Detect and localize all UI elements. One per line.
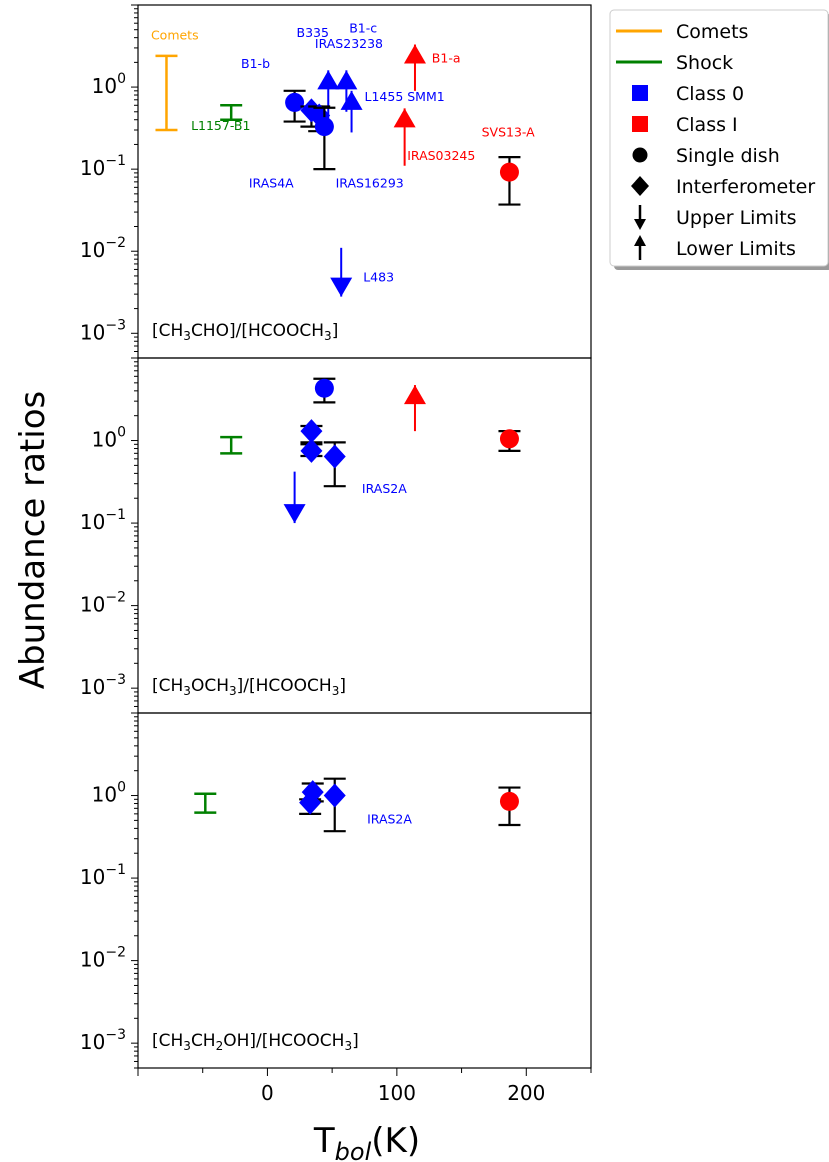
lower-limit-arrow [403, 44, 426, 91]
legend-label: Comets [676, 21, 748, 43]
y-tick-label: 10−3 [80, 317, 126, 344]
legend: Comets Shock Class 0 Class I Single dish Inte… [609, 9, 829, 270]
legend-entry: Comets [616, 21, 748, 43]
legend-label: Interferometer [676, 176, 815, 198]
source-label: IRAS16293 [336, 175, 404, 190]
single-dish-point [313, 377, 336, 404]
interferometer-point [323, 777, 346, 833]
y-tick-label: 100 [92, 780, 126, 807]
single-dish-point [498, 429, 521, 452]
y-tick-label: 10−1 [80, 153, 126, 180]
source-label: IRAS4A [249, 175, 294, 190]
source-label: IRAS2A [362, 481, 407, 496]
source-label: B1-b [241, 56, 270, 71]
y-tick-label: 100 [92, 425, 126, 452]
y-tick-label: 10−1 [80, 862, 126, 889]
panel-title: [CH3CH2OH]/[HCOOCH3] [152, 1031, 359, 1053]
y-axis-label: Abundance ratios [13, 391, 53, 689]
source-label: IRAS23238 [315, 36, 383, 51]
panel-frame [137, 712, 592, 1069]
legend-label: Class I [676, 114, 738, 136]
x-axis-label-main: T [313, 1121, 335, 1161]
legend-label: Shock [676, 52, 733, 74]
source-label: IRAS2A [367, 811, 412, 826]
interferometer-point [323, 441, 346, 488]
panel-2: 10−3 10−2 10−1 100 [CH3OCH3]/[HCOOCH3] IRAS2A [80, 357, 592, 714]
source-label: B1-c [349, 21, 377, 36]
source-label: IRAS03245 [407, 148, 475, 163]
y-tick-label: 10−2 [80, 945, 126, 972]
x-axis-label-unit: (K) [371, 1121, 420, 1161]
x-tick-label: 100 [378, 1081, 416, 1105]
source-label: B1-a [432, 50, 461, 65]
y-tick-label: 10−3 [80, 672, 126, 699]
y-tick-label: 10−2 [80, 235, 126, 262]
x-axis-label: Tbol(K) [313, 1121, 420, 1162]
y-tick-label: 10−2 [80, 590, 126, 617]
legend-entry: Shock [616, 52, 733, 74]
legend-entry: Class I [632, 114, 738, 136]
x-tick-label: 200 [507, 1081, 545, 1105]
single-dish-point [498, 786, 521, 827]
single-dish-point [283, 89, 306, 123]
lower-limit-arrow [317, 70, 340, 120]
legend-entry: Upper Limits [634, 205, 797, 230]
x-axis-label-sub: bol [335, 1138, 372, 1162]
legend-entry: Single dish [632, 145, 780, 167]
upper-limit-arrow [330, 247, 353, 297]
y-tick-label: 10−3 [80, 1027, 126, 1054]
legend-entry: Interferometer [631, 176, 815, 198]
panel-title: [CH3CHO]/[HCOOCH3] [152, 321, 338, 343]
source-label: L1455 SMM1 [365, 89, 445, 104]
panel-1: 10−3 10−2 10−1 100 [CH3CHO]/[HCOOCH3] Comets L… [80, 4, 592, 359]
panel-frame [137, 357, 592, 714]
legend-entry: Class 0 [632, 83, 744, 105]
range-bar [155, 54, 178, 132]
source-label: Comets [151, 27, 199, 42]
lower-limit-arrow [393, 108, 416, 166]
range-bar [220, 104, 243, 121]
y-tick-label: 10−1 [80, 507, 126, 534]
x-tick-label: 0 [261, 1081, 274, 1105]
interferometer-point [299, 790, 322, 815]
source-label: SVS13-A [482, 124, 536, 139]
panel-title: [CH3OCH3]/[HCOOCH3] [152, 676, 346, 698]
interferometer-point [300, 438, 323, 463]
legend-label: Upper Limits [676, 207, 797, 229]
legend-entry: Lower Limits [634, 235, 796, 260]
panels: 10−3 10−2 10−1 100 [CH3CHO]/[HCOOCH3] Comets L… [80, 4, 592, 1105]
source-label: L483 [363, 269, 394, 284]
legend-box [609, 9, 829, 267]
source-label: L1157-B1 [191, 118, 250, 133]
lower-limit-arrow [403, 385, 426, 432]
y-tick-label: 100 [92, 71, 126, 98]
range-bar [220, 435, 243, 455]
upper-limit-arrow [283, 471, 306, 524]
single-dish-point [313, 106, 336, 171]
legend-label: Single dish [676, 145, 780, 167]
legend-label: Class 0 [676, 83, 744, 105]
panel-3: 10−3 10−2 10−1 100 0 100 200 [CH3CH2OH]/[HCOOCH… [80, 712, 592, 1105]
lower-limit-arrow [340, 90, 363, 133]
source-label: B335 [297, 25, 329, 40]
range-bar [194, 792, 217, 814]
legend-label: Lower Limits [676, 238, 796, 260]
single-dish-point [498, 156, 521, 206]
